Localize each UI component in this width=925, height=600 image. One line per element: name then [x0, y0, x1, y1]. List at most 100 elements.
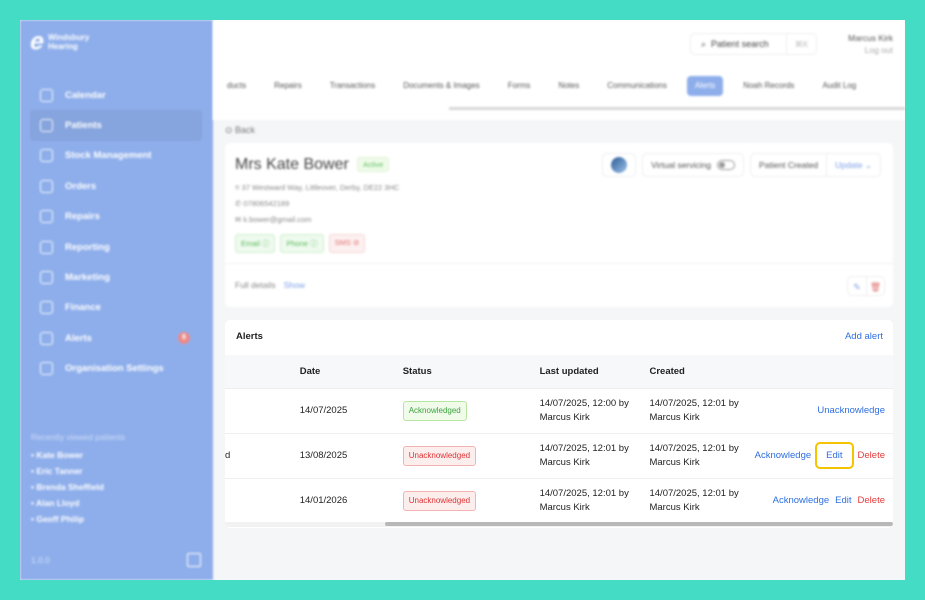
- table-header: Date Status Last updated Created: [225, 355, 893, 388]
- orders-icon: [40, 179, 53, 193]
- tabs-scrollbar[interactable]: [449, 107, 905, 110]
- phone-icon: ✆: [235, 199, 244, 208]
- alerts-card: Alerts Add alert Date Status Last updated C…: [225, 320, 893, 528]
- recent-patient-name: Kate Bower: [36, 450, 84, 460]
- shortcut-hint: ⌘K: [786, 34, 816, 54]
- patient-edit-actions: ✎ 🗑: [847, 276, 885, 296]
- check-circle-icon: ⓘ: [259, 239, 270, 248]
- sidebar-item-orders[interactable]: Orders: [30, 171, 202, 201]
- full-details-label: Full details: [235, 280, 276, 290]
- search-placeholder: Patient search: [711, 39, 769, 49]
- tab-communications[interactable]: Communications: [607, 81, 667, 90]
- acknowledge-button[interactable]: Acknowledge: [772, 494, 830, 506]
- back-button[interactable]: ⊙ Back: [225, 125, 255, 136]
- address-text: 37 Westward Way, Littleover, Derby, DE22…: [241, 183, 400, 192]
- actions-cell: Acknowledge Edit Delete: [749, 433, 893, 478]
- sidebar-item-label: Reporting: [65, 241, 110, 253]
- patient-tabs: ducts Repairs Transactions Documents & Imag…: [213, 76, 870, 96]
- sidebar-item-label: Patients: [65, 120, 102, 132]
- tab-documents-images[interactable]: Documents & Images: [403, 81, 480, 90]
- tab-ducts[interactable]: ducts: [227, 81, 247, 90]
- mail-icon: ✉: [235, 215, 244, 224]
- column-header: Last updated: [539, 365, 599, 377]
- recent-patient-name: Brenda Sheffield: [36, 482, 104, 492]
- status-cell: Unacknowledged: [402, 478, 540, 523]
- tab-forms[interactable]: Forms: [507, 81, 531, 90]
- date-cell: 14/01/2026: [299, 494, 348, 506]
- recent-patients: Recently viewed patients • Kate Bower • E…: [31, 432, 125, 530]
- edit-button[interactable]: Edit: [835, 494, 852, 506]
- sidebar-item-label: Stock Management: [65, 150, 152, 162]
- sidebar-item-reporting[interactable]: Reporting: [30, 232, 202, 262]
- patient-status-label: Patient Created: [759, 160, 819, 170]
- unacknowledge-button[interactable]: Unacknowledge: [817, 404, 885, 416]
- status-badge: Acknowledged: [402, 400, 467, 421]
- update-button[interactable]: Update ⌄: [826, 153, 872, 177]
- wrench-icon: [40, 210, 53, 224]
- phone-text: 07806542189: [243, 199, 290, 208]
- column-header: [749, 355, 893, 388]
- contact-chip-email[interactable]: Email ⓘ: [235, 234, 276, 253]
- chip-label: Phone: [286, 239, 309, 248]
- table-row: 14/07/2025 Acknowledged 14/07/2025, 12:00 …: [225, 388, 893, 433]
- edit-button[interactable]: Edit: [815, 441, 854, 469]
- recent-patient-link[interactable]: • Alan Lloyd: [31, 498, 125, 514]
- ear-logo-icon: 𝒆: [30, 28, 44, 55]
- app-window: 𝒆 Windsbury Hearing Calendar Patients Stoc…: [20, 20, 905, 580]
- recent-patient-link[interactable]: • Geoff Philip: [31, 514, 125, 530]
- virtual-servicing-label: Virtual servicing: [651, 160, 711, 170]
- noah-button[interactable]: [602, 153, 637, 177]
- bullet: •: [31, 466, 37, 476]
- contact-chip-sms[interactable]: SMS ⊘: [328, 234, 366, 253]
- last-updated-cell: 14/07/2025, 12:00 by Marcus Kirk: [539, 397, 629, 423]
- delete-button[interactable]: Delete: [857, 449, 885, 461]
- email-text: k.bower@gmail.com: [243, 215, 312, 224]
- tab-alerts[interactable]: Alerts: [686, 76, 724, 96]
- chip-label: Email: [241, 239, 260, 248]
- logout-link[interactable]: Log out: [864, 45, 893, 55]
- table-scrollbar[interactable]: [225, 522, 893, 527]
- sidebar-item-finance[interactable]: Finance: [30, 293, 202, 323]
- sidebar-item-marketing[interactable]: Marketing: [30, 262, 202, 292]
- sidebar-item-calendar[interactable]: Calendar: [30, 80, 202, 110]
- table-row: 14/01/2026 Unacknowledged 14/07/2025, 12:0…: [225, 478, 893, 523]
- tab-repairs[interactable]: Repairs: [274, 81, 302, 90]
- tab-audit-log[interactable]: Audit Log: [822, 81, 857, 90]
- sidebar-item-repairs[interactable]: Repairs: [30, 202, 202, 232]
- status-cell: Acknowledged: [402, 388, 540, 433]
- sidebar-item-alerts[interactable]: Alerts 8: [30, 323, 202, 353]
- chevron-down-icon: ⌄: [864, 159, 872, 170]
- recent-patient-link[interactable]: • Eric Tanner: [31, 466, 125, 482]
- delete-button[interactable]: Delete: [857, 494, 885, 506]
- trash-icon[interactable]: 🗑: [866, 277, 884, 295]
- date-cell: 13/08/2025: [299, 449, 348, 461]
- clipboard-icon: [40, 149, 53, 163]
- patient-status-dropdown[interactable]: Patient Created Update ⌄: [750, 153, 881, 177]
- patient-search[interactable]: ⌕ Patient search ⌘K: [690, 33, 817, 55]
- created-cell: 14/07/2025, 12:01 by Marcus Kirk: [649, 397, 739, 423]
- sidebar-item-stock-management[interactable]: Stock Management: [30, 141, 202, 171]
- acknowledge-button[interactable]: Acknowledge: [754, 449, 812, 461]
- recent-patient-link[interactable]: • Brenda Sheffield: [31, 482, 125, 498]
- tab-notes[interactable]: Notes: [558, 81, 580, 90]
- toggle-switch[interactable]: [717, 160, 735, 170]
- edit-pencil-icon[interactable]: ✎: [853, 282, 861, 292]
- scrollbar-thumb[interactable]: [385, 522, 893, 526]
- contact-chip-phone[interactable]: Phone ⓘ: [280, 234, 324, 253]
- virtual-servicing-toggle[interactable]: Virtual servicing: [642, 153, 744, 177]
- tab-transactions[interactable]: Transactions: [329, 81, 376, 90]
- sidebar-item-patients[interactable]: Patients: [30, 110, 202, 141]
- chip-label: SMS: [334, 238, 351, 247]
- contact-preferences: Email ⓘ Phone ⓘ SMS ⊘: [235, 234, 366, 253]
- collapse-sidebar-icon[interactable]: [187, 553, 201, 567]
- search-icon: ⌕: [701, 38, 707, 49]
- date-cell: 14/07/2025: [299, 404, 348, 416]
- recent-patient-link[interactable]: • Kate Bower: [31, 450, 125, 466]
- gear-icon: [40, 362, 53, 376]
- sidebar-item-organisation-settings[interactable]: Organisation Settings: [30, 354, 202, 384]
- alerts-count-badge: 8: [178, 332, 190, 345]
- show-details-link[interactable]: Show: [283, 280, 305, 290]
- add-alert-button[interactable]: Add alert: [844, 331, 883, 342]
- tab-noah-records[interactable]: Noah Records: [743, 81, 795, 90]
- back-label: Back: [235, 125, 256, 135]
